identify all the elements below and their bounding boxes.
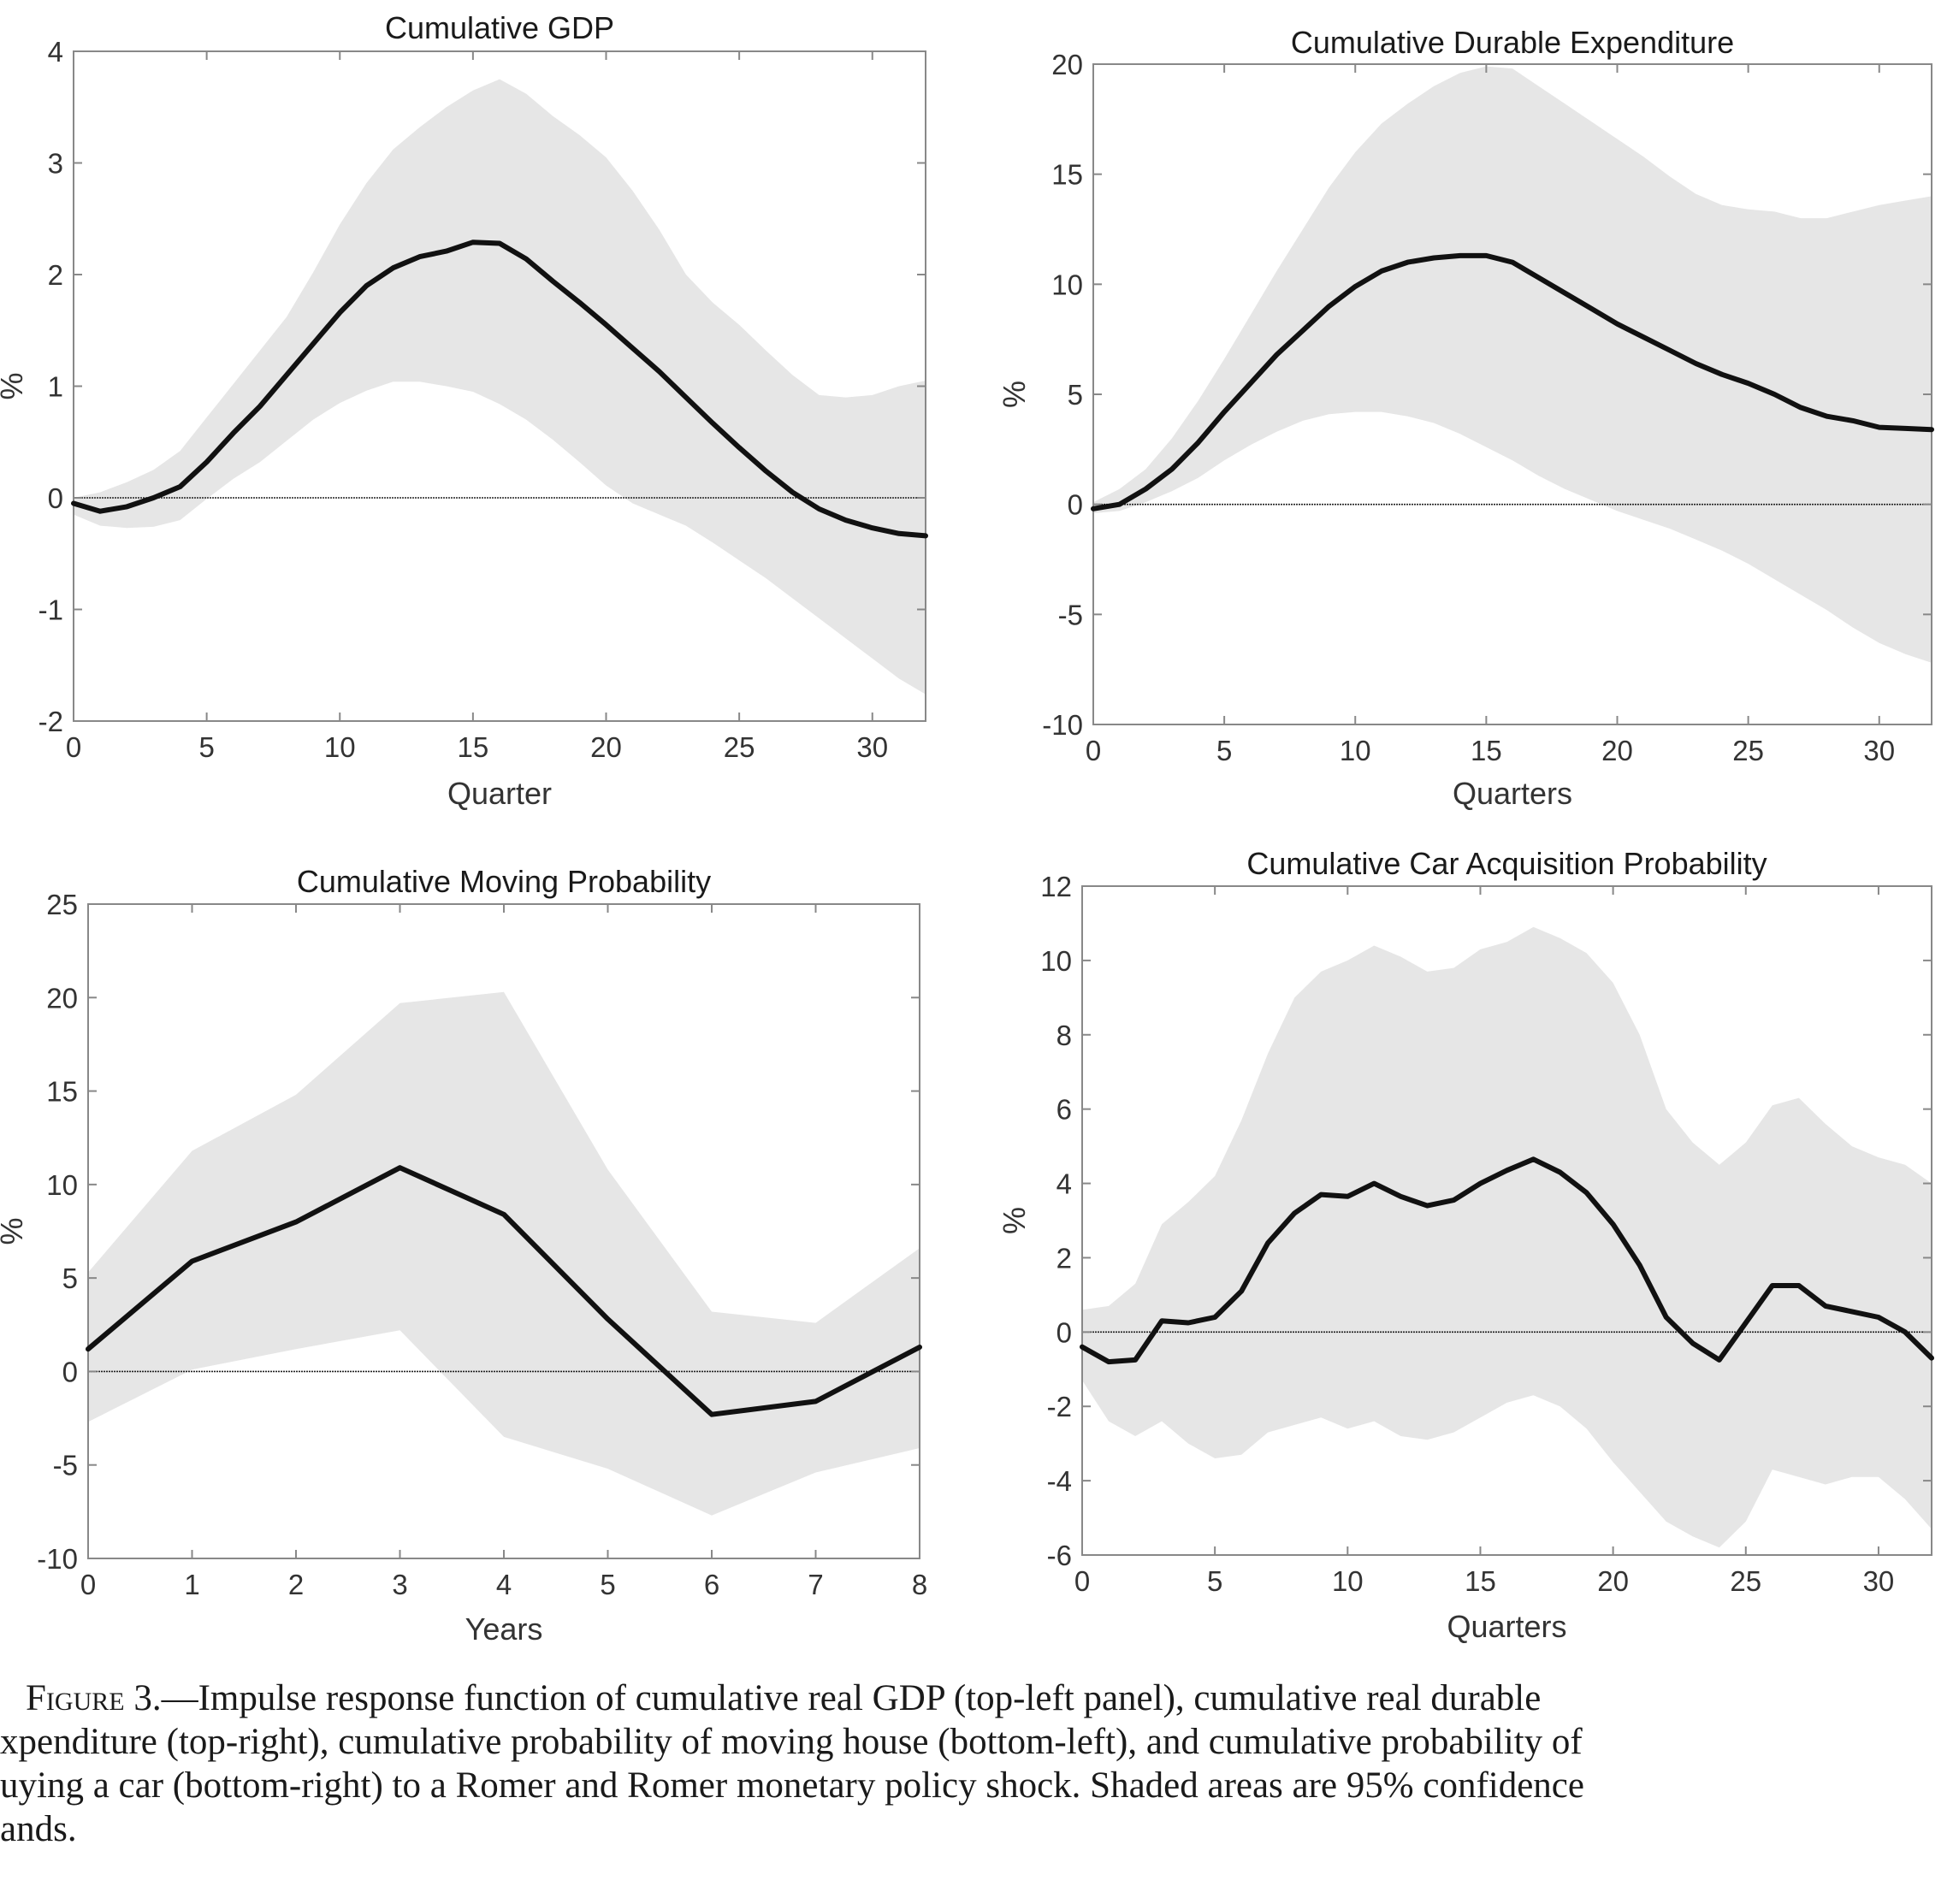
y-tick-label: 2: [48, 259, 63, 291]
x-tick-label: 7: [808, 1569, 823, 1600]
x-tick-label: 25: [1730, 1565, 1761, 1597]
y-tick-label: 15: [46, 1076, 78, 1108]
x-tick-label: 30: [1863, 735, 1895, 766]
x-tick-label: 15: [1465, 1565, 1496, 1597]
x-tick-label: 5: [600, 1569, 615, 1600]
y-tick-label: 0: [48, 482, 63, 514]
x-axis-label: Quarters: [1447, 1609, 1566, 1644]
confidence-band: [1093, 66, 1932, 663]
y-tick-label: 4: [1056, 1168, 1072, 1200]
y-tick-label: 1: [48, 371, 63, 403]
x-tick-label: 0: [1086, 735, 1101, 766]
x-tick-label: 0: [1074, 1565, 1090, 1597]
x-tick-label: 10: [1340, 735, 1371, 766]
y-tick-label: 10: [46, 1169, 78, 1201]
x-tick-label: 25: [1732, 735, 1764, 766]
x-tick-label: 6: [704, 1569, 719, 1600]
y-tick-label: 12: [1040, 871, 1072, 902]
caption-line-1: Figure 3.—Impulse response function of c…: [26, 1676, 1541, 1720]
x-tick-label: 20: [1597, 1565, 1629, 1597]
axes-frame: [1081, 885, 1932, 1556]
y-tick-label: -2: [1047, 1391, 1072, 1422]
x-tick-label: 20: [590, 731, 622, 763]
chart-title: Cumulative Moving Probability: [297, 864, 711, 899]
caption-figure-label: Figure 3.: [26, 1678, 162, 1718]
caption-line-3: uying a car (bottom-right) to a Romer an…: [0, 1765, 1584, 1806]
x-tick-label: 4: [496, 1569, 512, 1600]
y-tick-label: 6: [1056, 1094, 1072, 1126]
y-tick-label: 4: [48, 36, 63, 68]
panel-cumulative-moving-probability: 0 1 2 3 4 5 6 7 8 -10 -5 0 5 10 15 20 25 Cumulative Movin…: [0, 864, 927, 1647]
x-tick-label: 20: [1601, 735, 1633, 766]
y-axis-label: %: [0, 1217, 29, 1245]
panel-cumulative-gdp: 0 5 10 15 20 25 30 -2 -1 0 1 2 3 4 Cumulative GDP Quart…: [0, 10, 928, 811]
x-axis-label: Quarter: [447, 776, 552, 811]
chart-title: Cumulative GDP: [385, 10, 614, 45]
y-tick-label: 2: [1056, 1242, 1072, 1274]
x-tick-label: 2: [288, 1569, 304, 1600]
panel-cumulative-durable-expenditure: 0 5 10 15 20 25 30 -10 -5 0 5 10 15 20 Cumulative Dura…: [997, 25, 1934, 811]
x-tick-label: 15: [458, 731, 489, 763]
x-tick-label: 1: [184, 1569, 199, 1600]
confidence-band: [88, 991, 920, 1516]
y-tick-label: -10: [1042, 709, 1083, 741]
x-tick-label: 8: [912, 1569, 927, 1600]
confidence-band: [1082, 926, 1932, 1548]
y-axis-label: %: [997, 381, 1032, 408]
x-axis-label: Years: [465, 1611, 543, 1647]
x-tick-label: 3: [392, 1569, 407, 1600]
y-tick-label: 20: [46, 982, 78, 1014]
y-tick-label: 8: [1056, 1020, 1072, 1051]
y-tick-label: 0: [1056, 1316, 1072, 1348]
y-tick-label: 20: [1051, 49, 1083, 80]
x-tick-label: 30: [856, 731, 888, 763]
y-axis-label: %: [997, 1207, 1032, 1234]
y-tick-label: 10: [1051, 269, 1083, 300]
y-tick-label: -5: [1058, 599, 1083, 630]
y-tick-label: 25: [46, 889, 78, 920]
caption-line-4: ands.: [0, 1809, 77, 1849]
x-tick-label: 10: [1332, 1565, 1364, 1597]
chart-title: Cumulative Durable Expenditure: [1291, 25, 1734, 60]
x-tick-label: 10: [324, 731, 356, 763]
y-tick-label: -6: [1047, 1540, 1072, 1571]
y-tick-label: 0: [62, 1356, 78, 1387]
y-tick-label: -5: [53, 1450, 78, 1481]
confidence-band: [74, 79, 926, 695]
x-tick-label: 30: [1863, 1565, 1895, 1597]
x-tick-label: 5: [1216, 735, 1232, 766]
x-tick-label: 5: [1207, 1565, 1222, 1597]
y-tick-label: 3: [48, 148, 63, 180]
chart-title: Cumulative Car Acquisition Probability: [1246, 846, 1767, 881]
x-axis-label: Quarters: [1453, 776, 1572, 811]
y-tick-label: 5: [62, 1262, 78, 1294]
caption-line-2: xpenditure (top-right), cumulative proba…: [0, 1722, 1583, 1762]
y-tick-label: 5: [1068, 379, 1083, 411]
y-tick-label: 15: [1051, 159, 1083, 191]
y-axis-label: %: [0, 372, 29, 399]
y-tick-label: -2: [38, 706, 63, 737]
y-tick-label: 0: [1068, 489, 1083, 521]
caption-text: —Impulse response function of cumulative…: [161, 1678, 1542, 1718]
y-tick-label: 10: [1040, 945, 1072, 977]
x-tick-label: 0: [80, 1569, 96, 1600]
y-tick-label: -4: [1047, 1465, 1072, 1497]
x-tick-label: 25: [724, 731, 755, 763]
y-tick-label: -1: [38, 594, 63, 626]
x-tick-label: 5: [198, 731, 214, 763]
panel-cumulative-car-acquisition-probability: 0 5 10 15 20 25 30 -6 -4 -2 0 2 4 6 8 10 12 Cumulative Ca…: [997, 846, 1934, 1644]
x-tick-label: 15: [1471, 735, 1502, 766]
y-tick-label: -10: [37, 1543, 78, 1575]
x-tick-label: 0: [66, 731, 81, 763]
